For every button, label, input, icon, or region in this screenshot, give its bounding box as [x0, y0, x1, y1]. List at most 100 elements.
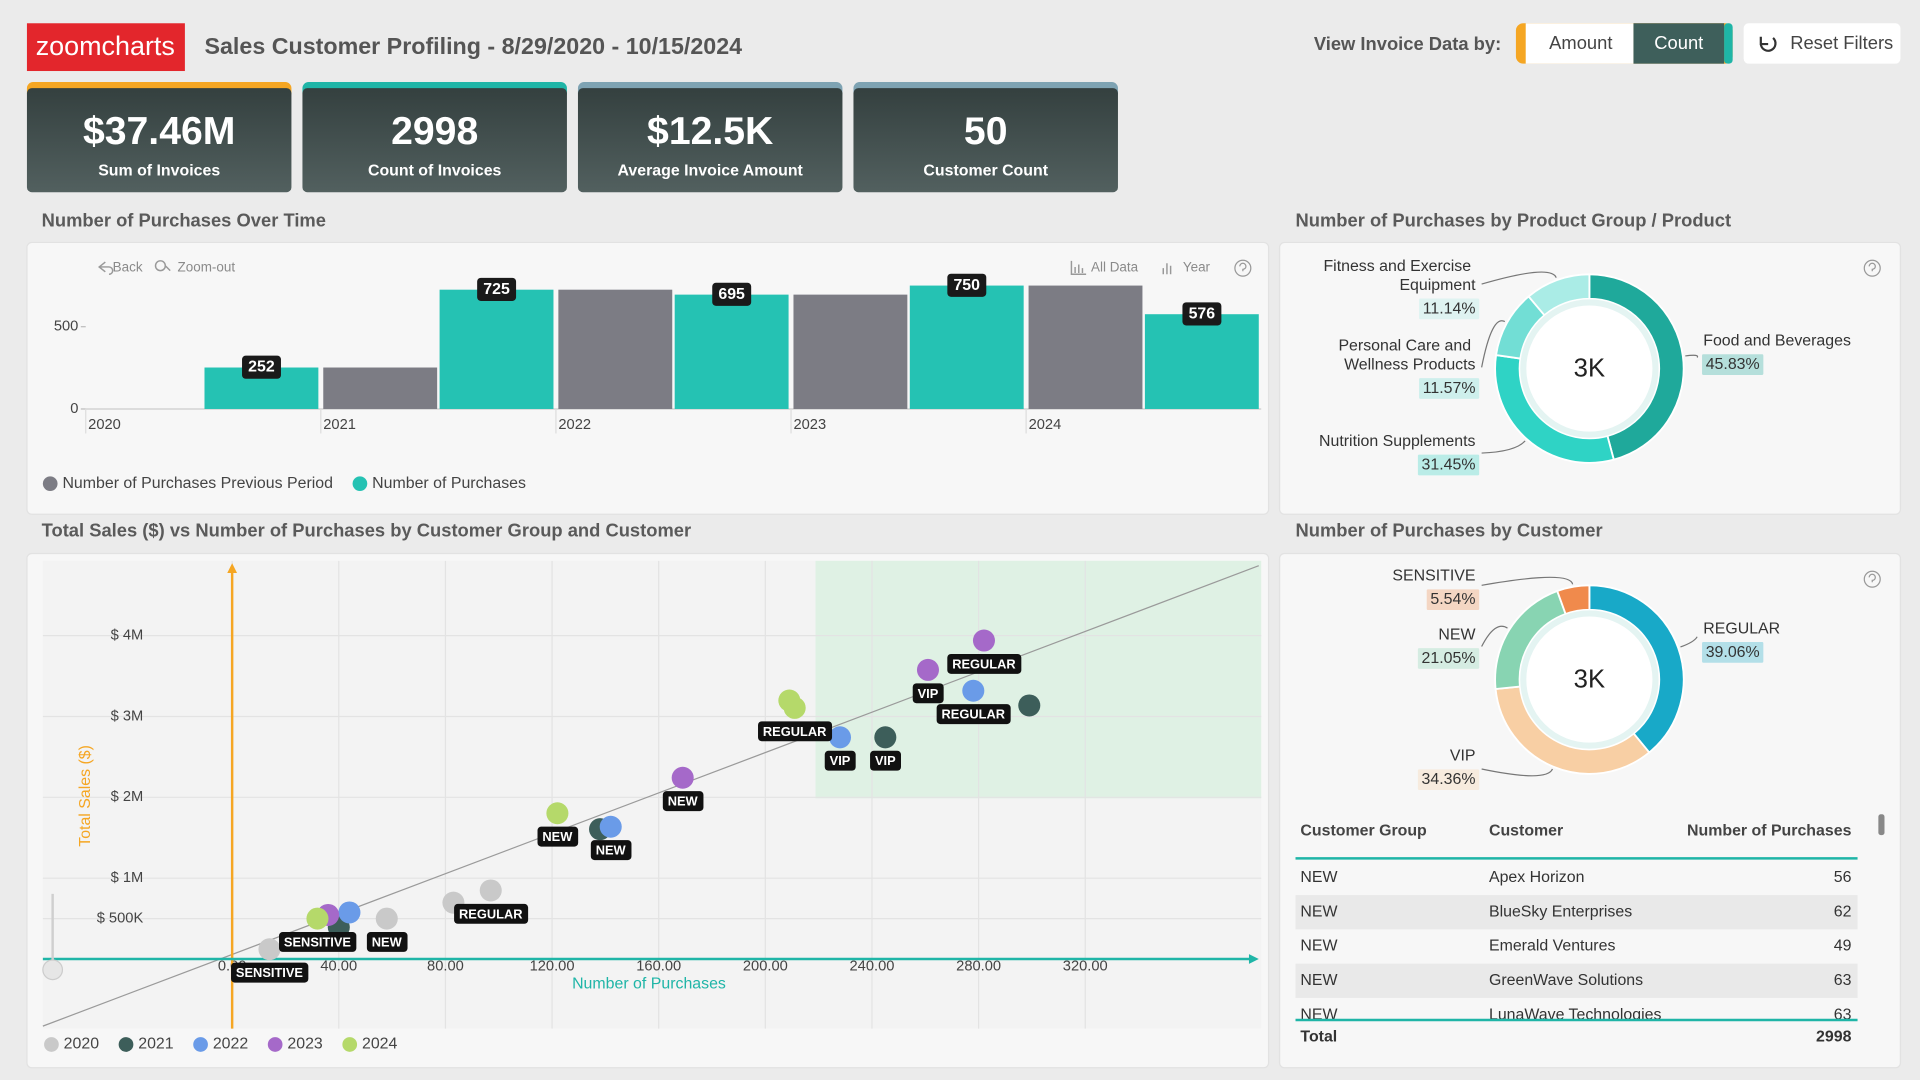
data-label: 750 — [953, 277, 980, 294]
toolbar-item[interactable]: All Data — [1091, 260, 1139, 275]
slice-value: 45.83% — [1706, 356, 1760, 373]
table-cell: 56 — [1834, 869, 1852, 886]
x-tick-label: 280.00 — [956, 958, 1001, 974]
point-label-box — [231, 962, 309, 983]
x-tick-label: 2024 — [1029, 417, 1062, 433]
toolbar-item[interactable]: Back — [113, 260, 143, 275]
table-total: 2998 — [1816, 1028, 1852, 1045]
x-tick-label: 200.00 — [743, 958, 788, 974]
point-label: VIP — [830, 753, 851, 768]
kpi-label: Average Invoice Amount — [618, 163, 804, 180]
data-label: 695 — [718, 286, 745, 303]
scatter-point[interactable] — [546, 802, 569, 825]
point-label: REGULAR — [942, 707, 1006, 722]
scatter-point[interactable] — [828, 726, 852, 749]
slice-value-box — [1417, 648, 1480, 669]
donut-chart: Number of Purchases by Customer REGULAR 39… — [1296, 519, 1780, 791]
kpi-label: Sum of Invoices — [98, 163, 220, 180]
point-label: REGULAR — [763, 724, 827, 739]
leader-line — [1481, 625, 1508, 647]
scatter-point[interactable] — [479, 879, 502, 902]
slice-value-box — [1419, 298, 1480, 320]
bar — [1144, 314, 1259, 409]
scatter-point[interactable] — [258, 938, 281, 961]
slice-value: 11.57% — [1423, 380, 1476, 397]
toolbar-item[interactable]: Zoom-out — [178, 260, 236, 275]
x-tick-label: 40.00 — [320, 958, 357, 974]
donut-slice — [1527, 273, 1591, 317]
slice-label: REGULAR — [1703, 621, 1780, 638]
scatter-point[interactable] — [874, 726, 897, 749]
point-label-box — [912, 683, 944, 704]
legend-label: 2021 — [138, 1036, 174, 1053]
donut-inner-ring — [1520, 299, 1659, 438]
x-axis-arrow — [1248, 954, 1259, 964]
table-cell: NEW — [1300, 903, 1337, 920]
reset-label[interactable]: Reset Filters — [1790, 32, 1893, 53]
table-cell: 62 — [1834, 903, 1852, 920]
legend-label: Number of Purchases Previous Period — [62, 475, 333, 492]
y-tick-label: $ 3M — [111, 708, 144, 724]
leader-line — [1481, 271, 1557, 285]
toolbar-icons — [98, 260, 1172, 276]
reset-button[interactable] — [1743, 23, 1901, 64]
table-scrollbar[interactable] — [1878, 814, 1885, 836]
point-label-box — [758, 721, 833, 742]
zoom-slider-knob[interactable] — [42, 959, 64, 981]
scatter-point[interactable] — [599, 815, 622, 838]
donut-center: 3K — [1574, 355, 1605, 383]
data-label-box — [1182, 302, 1222, 326]
scatter-point[interactable] — [962, 679, 985, 702]
toggle-amount[interactable] — [1525, 23, 1634, 64]
legend-marker — [118, 1037, 134, 1052]
donut-center: 3K — [1574, 666, 1605, 694]
logo: zoomcharts — [36, 31, 175, 61]
logo-box — [26, 23, 185, 72]
chart-title: Number of Purchases by Product Group / P… — [1296, 209, 1732, 230]
table-header: Number of Purchases — [1687, 823, 1852, 840]
toggle-amount-label[interactable]: Amount — [1549, 32, 1612, 53]
slice-value-box — [1426, 589, 1480, 611]
leader-line — [1481, 576, 1574, 586]
bar — [1028, 285, 1143, 409]
customer-card — [1278, 552, 1902, 1069]
x-tick-label: 2022 — [558, 417, 591, 433]
kpi-card — [302, 88, 567, 193]
slice-value-box — [1417, 454, 1480, 476]
scatter-point[interactable] — [306, 907, 329, 930]
scatter-point[interactable] — [916, 658, 939, 681]
donut-slice — [1588, 273, 1685, 461]
table-cell: Emerald Ventures — [1489, 938, 1615, 955]
legend-label: 2020 — [64, 1036, 100, 1053]
scatter-point[interactable] — [972, 629, 995, 652]
table-cell: NEW — [1300, 869, 1337, 886]
slice-label: VIP — [1450, 748, 1476, 765]
toolbar-item[interactable]: Year — [1183, 260, 1211, 275]
table-total: Total — [1300, 1028, 1337, 1045]
scatter-point[interactable] — [1018, 694, 1041, 717]
data-label: 576 — [1189, 305, 1216, 322]
point-label: REGULAR — [952, 656, 1016, 671]
y-tick-label: $ 500K — [97, 910, 144, 926]
scatter-point[interactable] — [338, 901, 361, 924]
point-label: VIP — [875, 753, 896, 768]
point-label-box — [824, 750, 856, 771]
y-tick-label: $ 4M — [111, 627, 144, 643]
kpi-card — [853, 88, 1118, 193]
slice-value: 34.36% — [1422, 771, 1476, 788]
toggle-count-label[interactable]: Count — [1654, 32, 1703, 53]
x-tick-label: 2020 — [88, 417, 121, 433]
legend-marker — [352, 476, 368, 492]
kpi-card — [26, 88, 292, 193]
point-label: NEW — [596, 843, 627, 858]
x-tick-label: 120.00 — [530, 958, 575, 974]
scatter-point[interactable] — [375, 907, 398, 930]
scatter-point[interactable] — [671, 766, 694, 789]
chart-title: Total Sales ($) vs Number of Purchases b… — [42, 519, 692, 540]
toggle-count[interactable] — [1633, 23, 1725, 64]
reset-icon[interactable] — [1759, 36, 1777, 52]
slice-value: 39.06% — [1706, 644, 1760, 661]
y-axis-title: Total Sales ($) — [77, 745, 94, 847]
x-tick-label: 160.00 — [636, 958, 681, 974]
scatter-point[interactable] — [783, 696, 806, 719]
